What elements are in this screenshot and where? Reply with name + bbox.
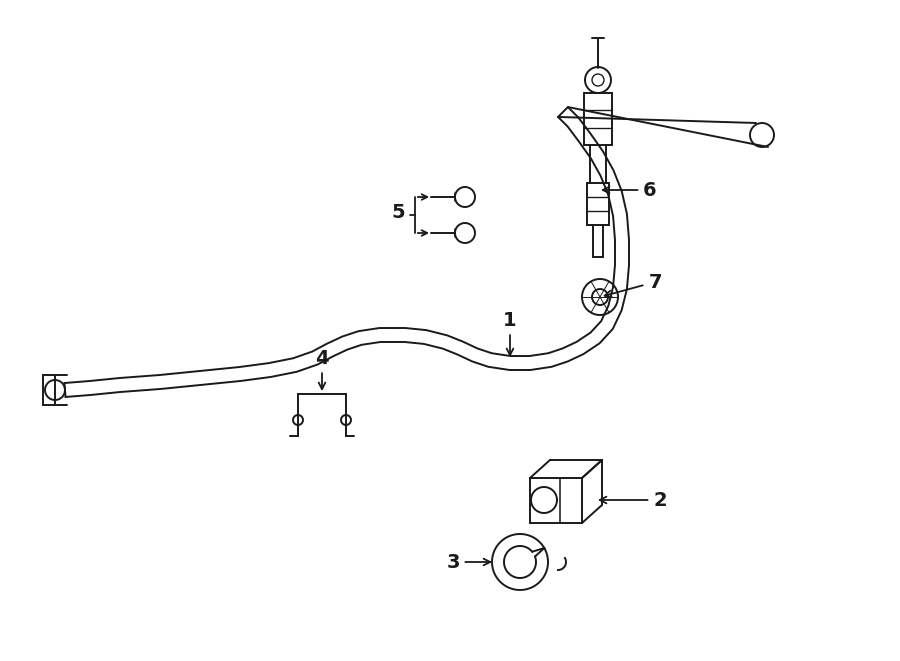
Text: 7: 7 <box>605 272 662 297</box>
Text: 1: 1 <box>503 311 517 355</box>
Text: 3: 3 <box>446 553 490 572</box>
Text: 5: 5 <box>392 204 405 223</box>
Text: 4: 4 <box>315 348 328 389</box>
Text: 2: 2 <box>599 490 667 510</box>
Text: 6: 6 <box>603 180 657 200</box>
